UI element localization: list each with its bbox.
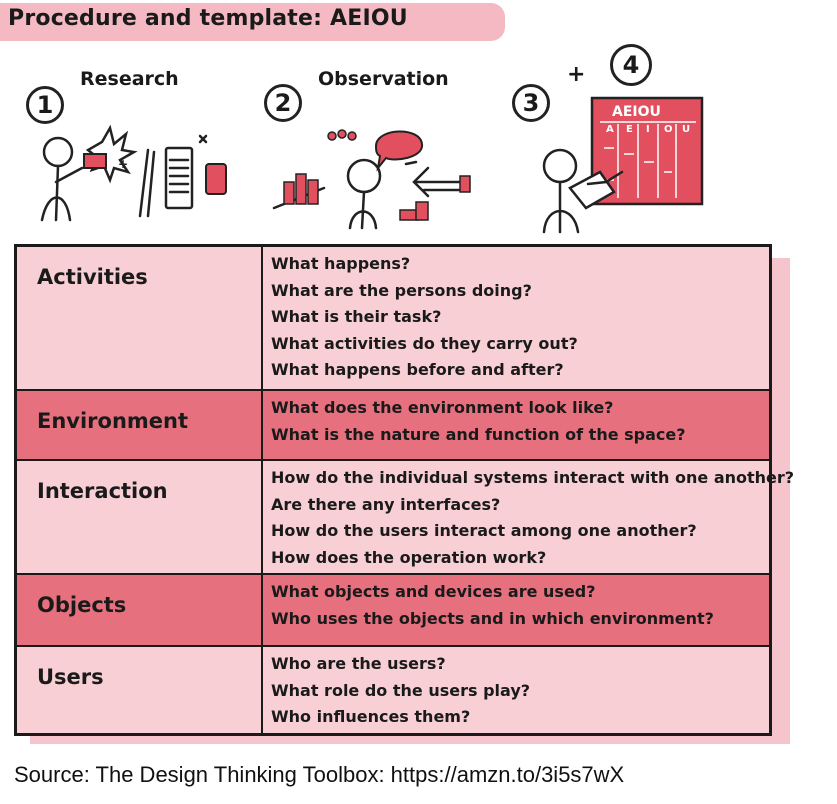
question: Who influences them? <box>271 707 471 726</box>
table-row-objects: Objects What objects and devices are use… <box>17 575 769 647</box>
column-divider <box>261 575 263 645</box>
row-questions-activities: What happens? What are the persons doing… <box>271 251 763 384</box>
source-caption: Source: The Design Thinking Toolbox: htt… <box>14 762 625 787</box>
row-questions-environment: What does the environment look like? Wha… <box>271 395 763 448</box>
question: How does the operation work? <box>271 547 547 567</box>
row-key-activities: Activities <box>37 265 148 289</box>
question: What is the nature and function of the s… <box>271 424 686 444</box>
question: Who are the users? <box>271 654 446 673</box>
step-label-observation: Observation <box>318 68 449 90</box>
row-questions-users: Who are the users? What role do the user… <box>271 651 763 731</box>
table-row-activities: Activities What happens? What are the pe… <box>17 247 769 391</box>
question: What is their task? <box>271 307 442 326</box>
observation-illustration <box>272 129 471 230</box>
step-number-4: 4 <box>610 44 652 86</box>
table-row-environment: Environment What does the environment lo… <box>17 391 769 461</box>
question: What objects and devices are used? <box>271 582 596 601</box>
sheet-letter-o: O <box>664 124 673 135</box>
template-illustration: AEIOU A E I O U <box>542 96 704 234</box>
table-row-interaction: Interaction How do the individual system… <box>17 461 795 575</box>
sheet-letter-i: I <box>646 124 650 135</box>
step-number-3: 3 <box>512 84 550 122</box>
sheet-letter-a: A <box>606 124 614 135</box>
plus-sign: + <box>567 62 586 87</box>
column-divider <box>261 647 263 733</box>
sheet-letter-u: U <box>682 124 690 135</box>
row-key-environment: Environment <box>37 409 189 433</box>
question: Are there any interfaces? <box>271 494 501 514</box>
research-illustration: + <box>40 124 227 222</box>
question: Who uses the objects and in which enviro… <box>271 608 714 628</box>
question: What happens before and after? <box>271 360 564 379</box>
question: How do the individual systems interact w… <box>271 468 795 487</box>
question: What does the environment look like? <box>271 398 614 417</box>
row-key-objects: Objects <box>37 593 127 617</box>
aeiou-table: Activities What happens? What are the pe… <box>14 244 795 736</box>
row-questions-interaction: How do the individual systems interact w… <box>271 465 795 571</box>
question: What activities do they carry out? <box>271 333 578 353</box>
sheet-letter-e: E <box>626 124 633 135</box>
column-divider <box>261 247 263 389</box>
row-key-users: Users <box>37 665 104 689</box>
row-key-interaction: Interaction <box>37 479 168 503</box>
step-number-2: 2 <box>264 84 302 122</box>
question: What happens? <box>271 254 411 273</box>
question: What role do the users play? <box>271 680 531 700</box>
step-number-1: 1 <box>26 86 64 124</box>
column-divider <box>261 391 263 459</box>
table-row-users: Users Who are the users? What role do th… <box>17 647 769 733</box>
svg-text:+: + <box>118 157 128 171</box>
column-divider <box>261 461 263 573</box>
sheet-heading: AEIOU <box>612 104 661 120</box>
question: What are the persons doing? <box>271 280 532 300</box>
title-banner <box>0 3 505 41</box>
row-questions-objects: What objects and devices are used? Who u… <box>271 579 763 632</box>
question: How do the users interact among one anot… <box>271 521 697 540</box>
page-title: Procedure and template: AEIOU <box>8 6 408 31</box>
step-label-research: Research <box>80 68 179 90</box>
